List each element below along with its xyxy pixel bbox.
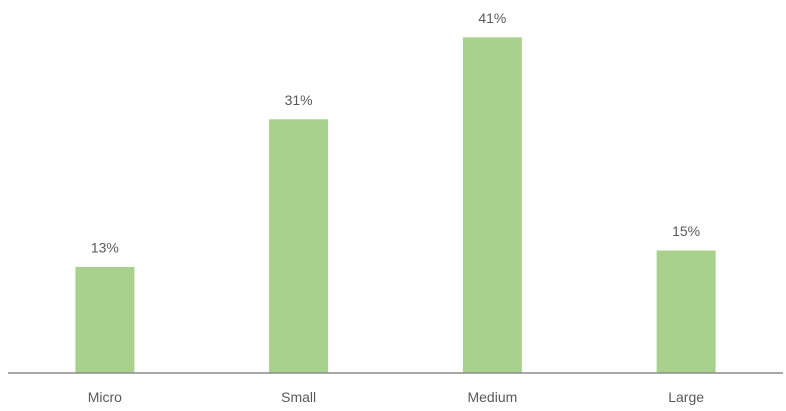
- bar-micro: [74, 265, 136, 374]
- bar-medium: [461, 36, 523, 374]
- labels-layer: 13% Micro 31% Small 41% Medium 15% Large: [88, 10, 704, 405]
- category-label-micro: Micro: [88, 389, 122, 405]
- bar-large: [655, 249, 717, 374]
- bars-layer: [74, 36, 717, 374]
- data-label-medium: 41%: [478, 10, 506, 26]
- bar-small: [268, 118, 330, 374]
- category-label-medium: Medium: [467, 389, 517, 405]
- data-label-micro: 13%: [91, 239, 119, 255]
- data-label-small: 31%: [285, 92, 313, 108]
- category-label-small: Small: [281, 389, 316, 405]
- data-label-large: 15%: [672, 223, 700, 239]
- category-label-large: Large: [668, 389, 704, 405]
